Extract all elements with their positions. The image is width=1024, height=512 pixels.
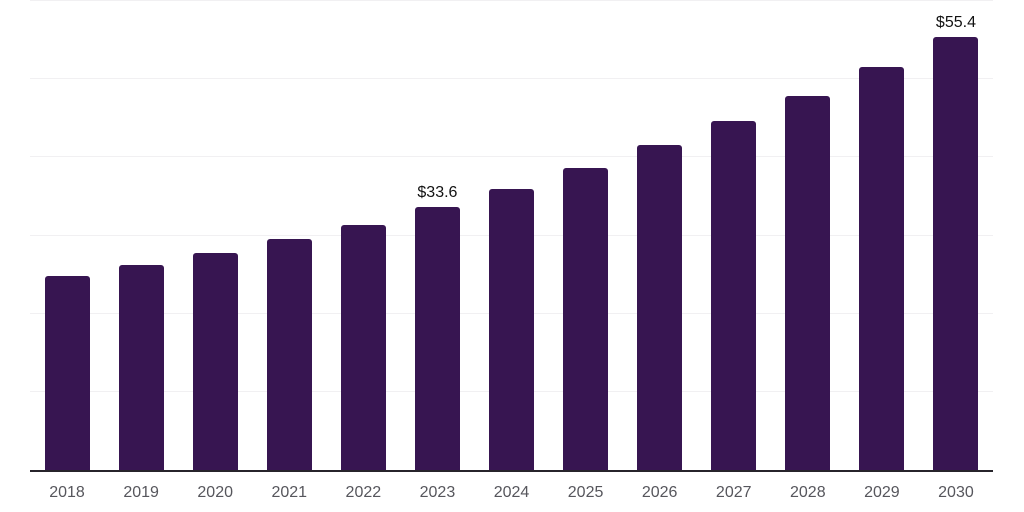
x-tick-2019: 2019 (123, 484, 159, 501)
x-tick-2023: 2023 (419, 484, 456, 501)
x-tick-2020: 2020 (197, 484, 233, 501)
plot-area: $33.6 $55.4 (30, 0, 993, 472)
bar-2019 (118, 265, 164, 470)
bar-2021 (266, 239, 312, 470)
x-tick-2030: 2030 (938, 484, 974, 501)
x-tick-2028: 2028 (790, 484, 826, 501)
bar-2027 (711, 121, 757, 470)
gridline-50 (30, 78, 993, 80)
bar-2026 (637, 144, 683, 470)
bar-2020 (192, 253, 238, 470)
bar-2024 (489, 188, 534, 470)
value-label-2030: $55.4 (935, 13, 976, 31)
bar-2023 (414, 207, 460, 470)
gridline-40 (30, 156, 993, 158)
x-tick-2026: 2026 (641, 484, 678, 501)
bar-2030 (933, 36, 979, 470)
bar-2022 (340, 224, 386, 470)
x-tick-2021: 2021 (271, 484, 308, 501)
value-label-2023: $33.6 (417, 184, 458, 202)
x-tick-2018: 2018 (49, 484, 85, 501)
gridline-60 (30, 0, 993, 1)
x-tick-2027: 2027 (715, 484, 752, 501)
bar-2029 (859, 66, 905, 470)
x-tick-2029: 2029 (864, 484, 900, 501)
x-tick-2025: 2025 (567, 484, 604, 501)
bar-2018 (44, 276, 90, 470)
bar-2025 (563, 168, 609, 470)
x-tick-2024: 2024 (493, 484, 530, 501)
x-tick-2022: 2022 (345, 484, 382, 501)
bar-2028 (785, 95, 831, 470)
